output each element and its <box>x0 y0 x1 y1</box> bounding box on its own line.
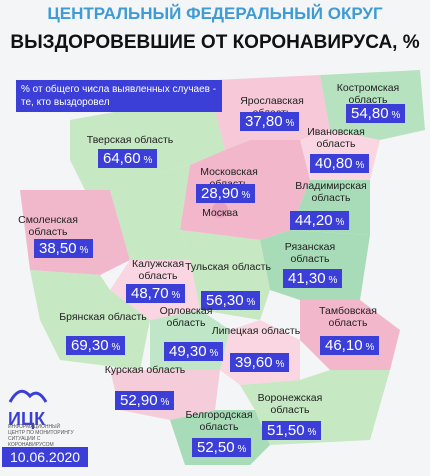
subtitle: ВЫЗДОРОВЕВШИЕ ОТ КОРОНАВИРУСА, % <box>10 32 420 53</box>
unit: % <box>285 118 295 129</box>
unit: % <box>209 348 219 359</box>
unit: % <box>275 359 285 370</box>
region-name: Рязанская область <box>284 241 336 265</box>
region-name: Орловская область <box>159 305 213 329</box>
value: 44,20 <box>295 212 333 229</box>
unit: % <box>246 297 256 308</box>
unit: % <box>328 275 338 286</box>
region-name: Курская область <box>104 364 186 376</box>
region-name: Калужская область <box>131 258 185 282</box>
unit: % <box>335 217 345 228</box>
region-value: 46,10% <box>320 336 380 355</box>
value: 49,30 <box>169 343 207 360</box>
region-name: Воронежская область <box>257 392 323 416</box>
value: 28,90 <box>201 185 239 202</box>
value: 41,30 <box>288 270 326 287</box>
value: 52,50 <box>197 439 235 456</box>
unit: % <box>160 397 170 408</box>
value: 37,80 <box>245 113 283 130</box>
unit: % <box>307 427 317 438</box>
value: 69,30 <box>71 337 109 354</box>
unit: % <box>171 290 181 301</box>
value: 56,30 <box>206 292 244 309</box>
region-name: Тульская область <box>185 261 271 273</box>
title: ЦЕНТРАЛЬНЫЙ ФЕДЕРАЛЬНЫЙ ОКРУГ <box>47 4 383 23</box>
region-value: 69,30% <box>66 336 126 355</box>
unit: % <box>143 155 153 166</box>
region-value: 64,60% <box>98 149 158 168</box>
region-name: Владимирская область <box>295 180 367 204</box>
region-value: 28,90% <box>196 184 256 203</box>
region-name: Брянская область <box>59 311 147 323</box>
region-value: 49,30% <box>164 342 224 361</box>
region-value: 38,50% <box>34 239 94 258</box>
logo-icon <box>8 389 48 403</box>
region-name: Тамбовская область <box>319 305 377 329</box>
value: 46,10 <box>325 337 363 354</box>
value: 52,90 <box>120 392 158 409</box>
region-name: Белгородская область <box>185 409 253 433</box>
region-value: 51,50% <box>262 421 322 440</box>
region-value: 56,30% <box>201 291 261 310</box>
unit: % <box>365 342 375 353</box>
region-name: Костромская область <box>336 82 400 106</box>
unit: % <box>355 160 365 171</box>
unit: % <box>111 342 121 353</box>
region-value: 52,50% <box>192 438 252 457</box>
moscow-marker <box>212 202 228 218</box>
region-shape <box>110 165 190 260</box>
unit: % <box>241 190 251 201</box>
region-name: Смоленская область <box>18 214 78 238</box>
value: 64,60 <box>103 150 141 167</box>
region-value: 40,80% <box>310 154 370 173</box>
logo-caption: ИНФОРМАЦИОННЫЙ ЦЕНТР ПО МОНИТОРИНГУ СИТУ… <box>8 424 74 448</box>
region-value: 37,80% <box>240 112 300 131</box>
region-value: 44,20% <box>290 211 350 230</box>
unit: % <box>79 245 89 256</box>
region-value: 52,90% <box>115 391 175 410</box>
date: 10.06.2020 <box>2 447 89 467</box>
note: % от общего числа выявленных случаев - т… <box>16 80 222 112</box>
value: 51,50 <box>267 422 305 439</box>
region-value: 48,70% <box>126 284 186 303</box>
value: 48,70 <box>131 285 169 302</box>
region-name: Тверская область <box>86 134 174 146</box>
unit: % <box>237 444 247 455</box>
region-value: 41,30% <box>283 269 343 288</box>
value: 39,60 <box>235 354 273 371</box>
region-value: 54,80% <box>346 104 406 123</box>
unit: % <box>391 110 401 121</box>
logo: ИЦК ИНФОРМАЦИОННЫЙ ЦЕНТР ПО МОНИТОРИНГУ … <box>8 386 74 448</box>
region-name: Москва <box>202 207 238 219</box>
value: 38,50 <box>39 240 77 257</box>
value: 54,80 <box>351 105 389 122</box>
value: 40,80 <box>315 155 353 172</box>
region-name: Липецкая область <box>211 325 301 337</box>
region-value: 39,60% <box>230 353 290 372</box>
region-name: Ивановская область <box>307 126 365 150</box>
logo-name: ИЦК <box>8 409 46 429</box>
